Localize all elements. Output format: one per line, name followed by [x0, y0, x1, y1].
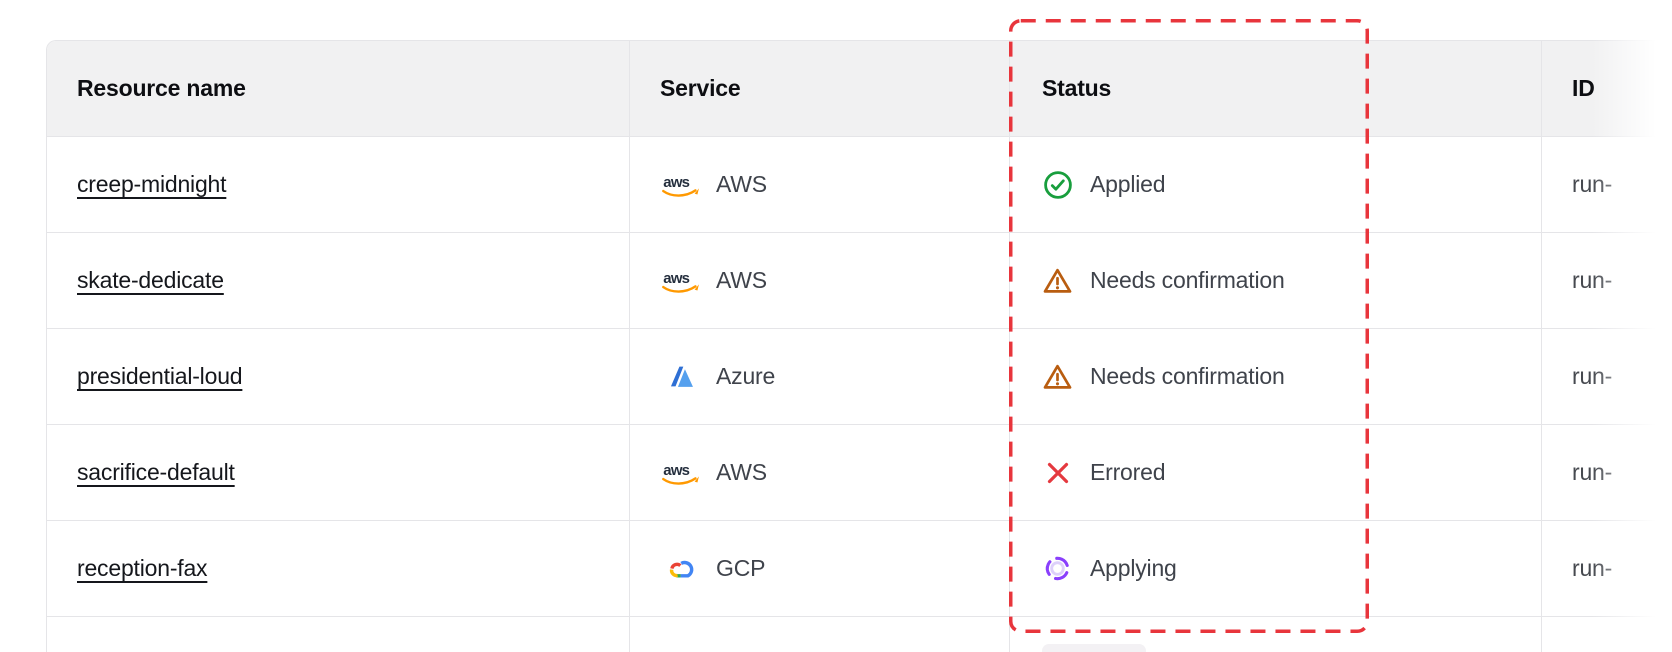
service-label: AWS — [716, 171, 767, 197]
svg-text:aws: aws — [663, 173, 689, 190]
id-cell: run- — [1541, 425, 1672, 520]
resource-cell: skate-dedicate — [47, 233, 629, 328]
resource-link[interactable]: reception-fax — [77, 555, 208, 581]
table-row: skate-dedicate aws AWS — [47, 232, 1672, 328]
resources-table: Resource name Service Status ID creep-mi… — [46, 40, 1672, 652]
status-label: Applied — [1090, 171, 1166, 197]
status-label: Errored — [1090, 459, 1166, 485]
column-header-id: ID — [1541, 41, 1672, 136]
spinner-icon — [1042, 553, 1073, 584]
id-cell — [1541, 617, 1672, 652]
status-cell: Applying — [1009, 521, 1541, 616]
table-header-row: Resource name Service Status ID — [47, 41, 1672, 136]
id-cell: run- — [1541, 521, 1672, 616]
resource-link[interactable]: creep-midnight — [77, 171, 227, 197]
svg-text:aws: aws — [663, 269, 689, 286]
column-header-status: Status — [1009, 41, 1541, 136]
table-row: sacrifice-default aws AWS — [47, 424, 1672, 520]
azure-icon — [660, 365, 702, 388]
service-label: GCP — [716, 555, 766, 581]
service-cell: aws AWS — [629, 425, 1009, 520]
service-cell: Azure — [629, 329, 1009, 424]
run-id: run- — [1572, 267, 1613, 293]
status-cell — [1009, 617, 1541, 652]
warning-triangle-icon — [1042, 266, 1073, 295]
run-id: run- — [1572, 171, 1613, 197]
run-id: run- — [1572, 459, 1613, 485]
aws-icon: aws — [660, 459, 702, 487]
table-row: reception-fax GCP — [47, 520, 1672, 616]
next-row-status-placeholder — [1042, 644, 1146, 652]
status-cell: Errored — [1009, 425, 1541, 520]
id-cell: run- — [1541, 233, 1672, 328]
service-cell — [629, 617, 1009, 652]
gcp-icon — [660, 557, 702, 581]
warning-triangle-icon — [1042, 362, 1073, 391]
resource-cell: creep-midnight — [47, 137, 629, 232]
svg-text:aws: aws — [663, 461, 689, 478]
table-row: creep-midnight aws AWS — [47, 136, 1672, 232]
resource-cell: reception-fax — [47, 521, 629, 616]
aws-icon: aws — [660, 267, 702, 295]
resource-cell — [47, 617, 629, 652]
x-icon — [1042, 460, 1073, 486]
column-header-service: Service — [629, 41, 1009, 136]
resource-link[interactable]: presidential-loud — [77, 363, 243, 389]
status-cell: Applied — [1009, 137, 1541, 232]
status-cell: Needs confirmation — [1009, 233, 1541, 328]
id-cell: run- — [1541, 329, 1672, 424]
id-cell: run- — [1541, 137, 1672, 232]
resource-cell: sacrifice-default — [47, 425, 629, 520]
check-circle-icon — [1042, 170, 1073, 200]
table-row: presidential-loud Azure — [47, 328, 1672, 424]
service-cell: aws AWS — [629, 233, 1009, 328]
status-label: Needs confirmation — [1090, 363, 1285, 389]
status-label: Applying — [1090, 555, 1177, 581]
service-label: Azure — [716, 363, 776, 389]
status-label: Needs confirmation — [1090, 267, 1285, 293]
service-label: AWS — [716, 267, 767, 293]
table-row-partial — [47, 616, 1672, 652]
service-cell: aws AWS — [629, 137, 1009, 232]
service-label: AWS — [716, 459, 767, 485]
status-cell: Needs confirmation — [1009, 329, 1541, 424]
service-cell: GCP — [629, 521, 1009, 616]
resource-link[interactable]: sacrifice-default — [77, 459, 235, 485]
run-id: run- — [1572, 555, 1613, 581]
aws-icon: aws — [660, 171, 702, 199]
column-header-resource-name: Resource name — [77, 75, 246, 101]
resource-link[interactable]: skate-dedicate — [77, 267, 224, 293]
run-id: run- — [1572, 363, 1613, 389]
resource-cell: presidential-loud — [47, 329, 629, 424]
